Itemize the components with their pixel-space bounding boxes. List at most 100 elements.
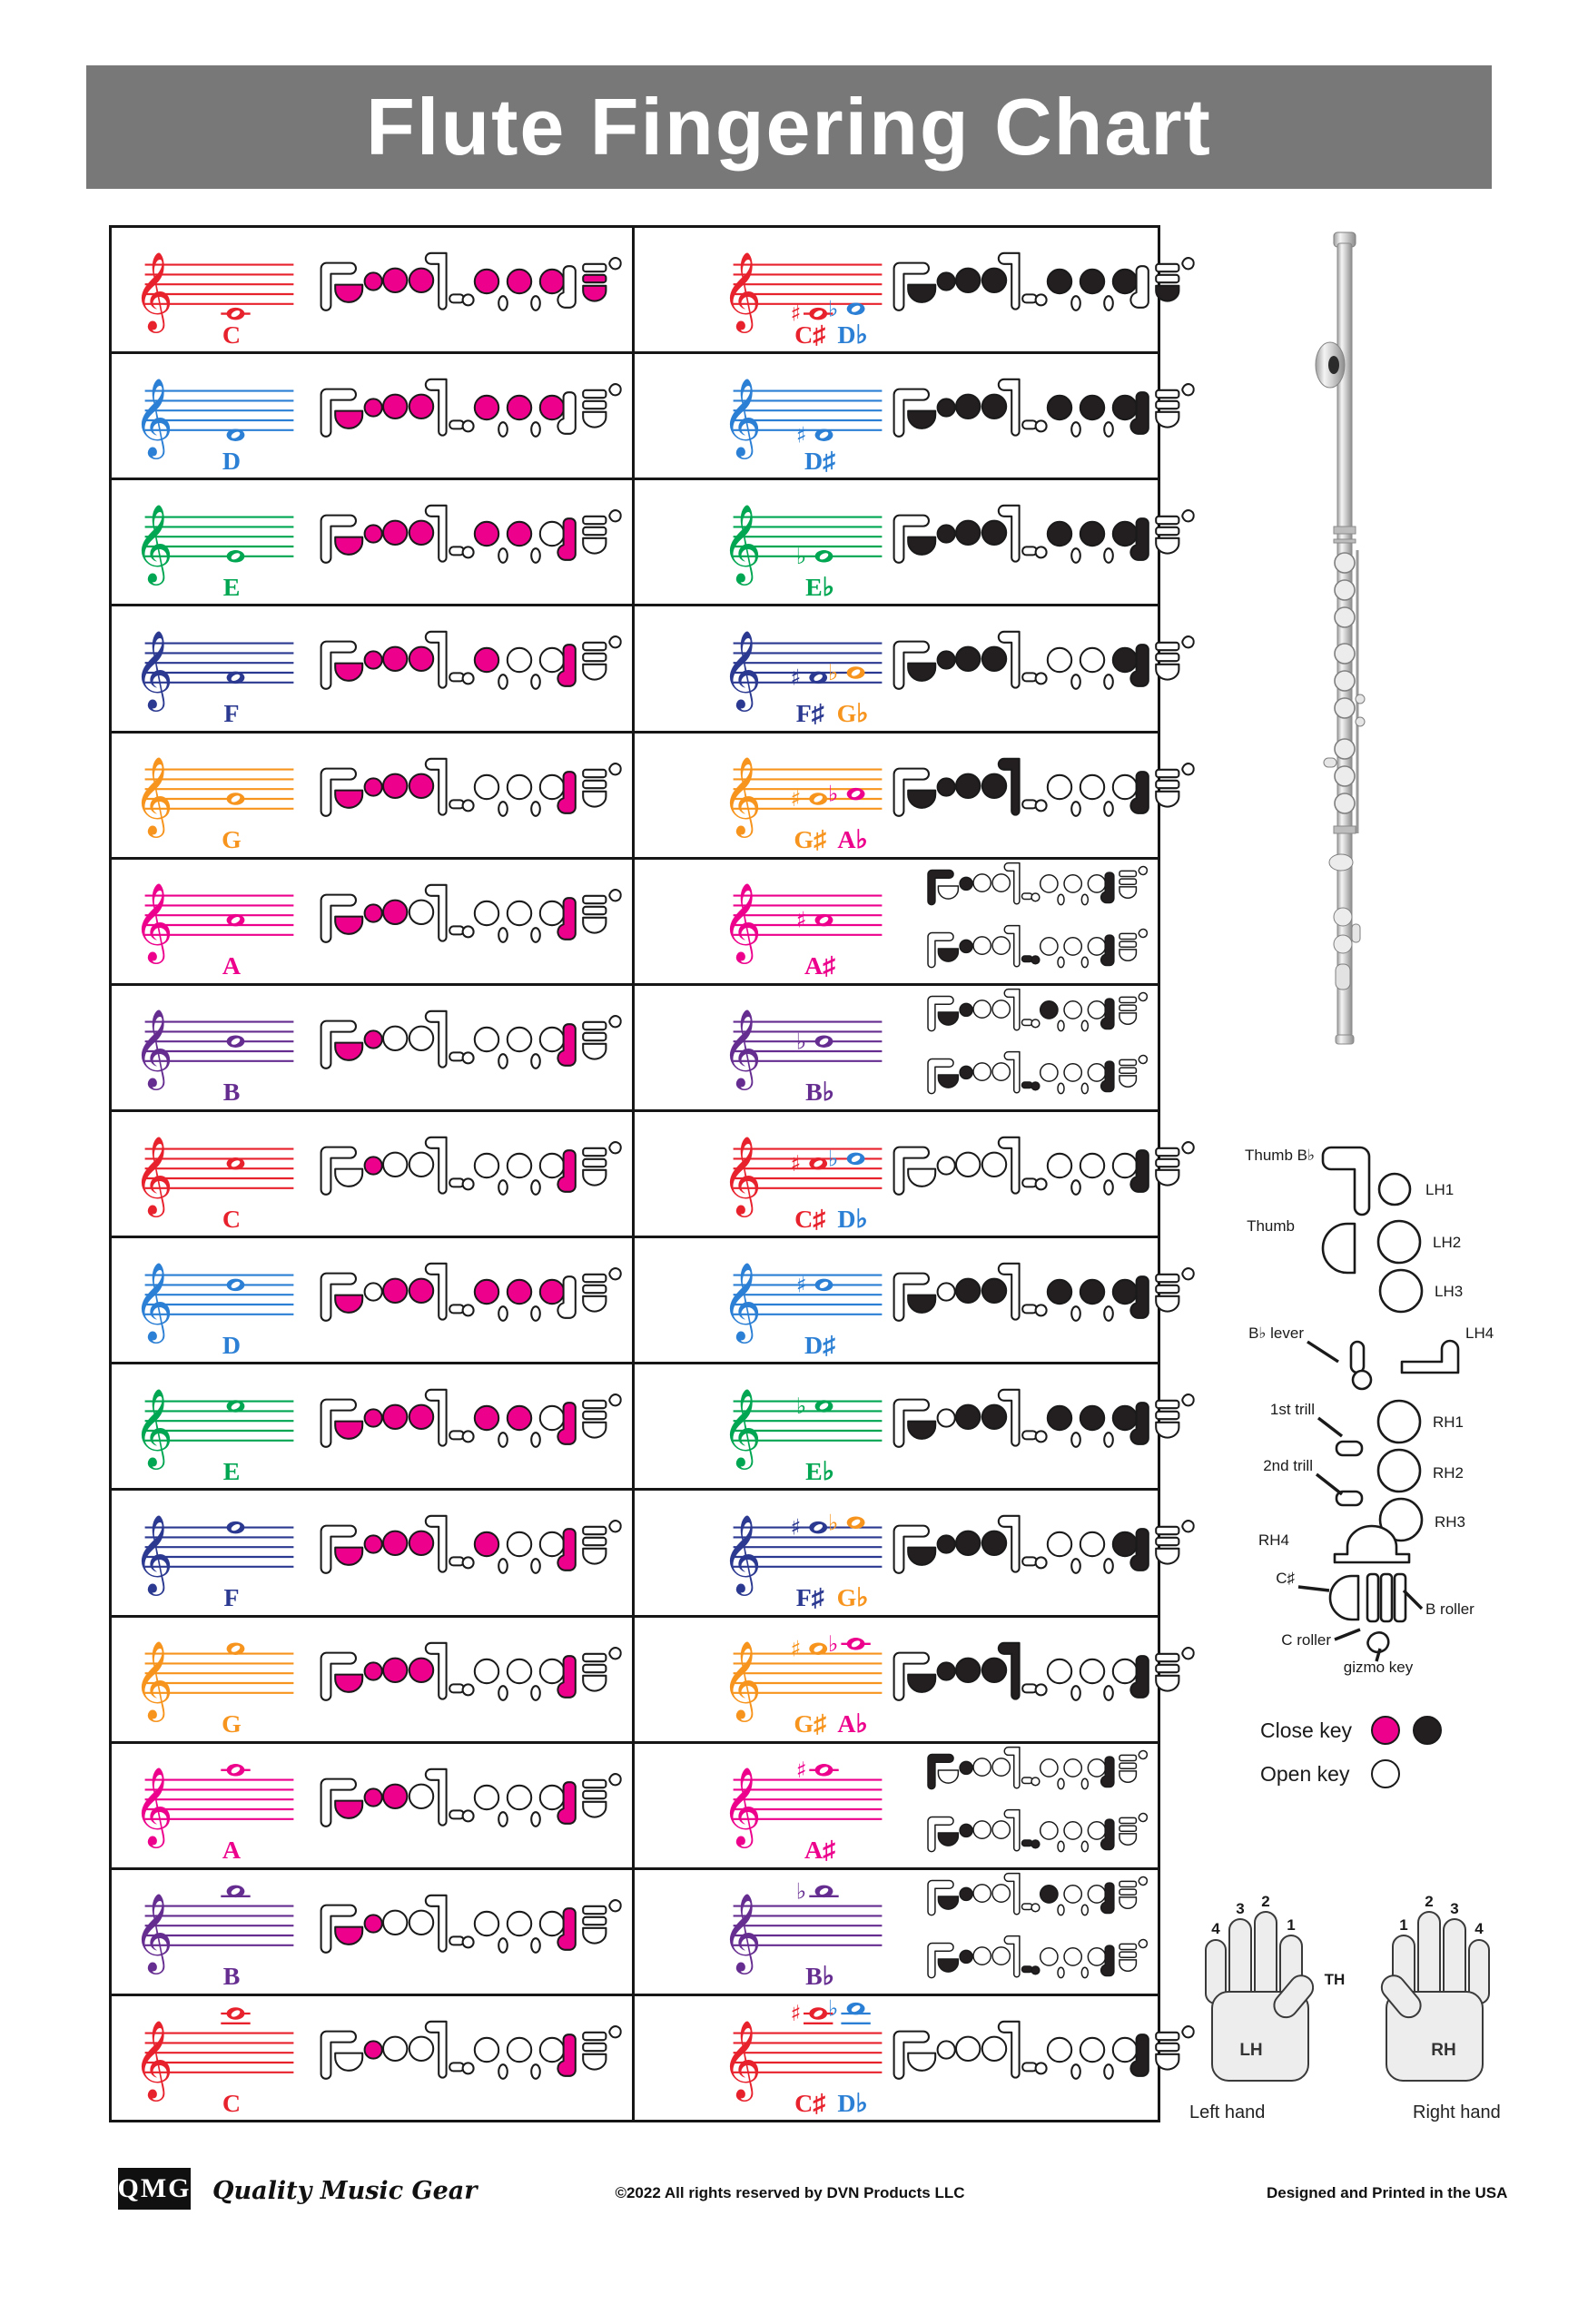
- key-gz: [1181, 383, 1195, 397]
- key-l2: [381, 393, 409, 420]
- key-br: [1119, 1881, 1138, 1888]
- key-r4: [557, 1402, 577, 1446]
- fingering-wrap: [922, 1744, 1149, 1866]
- staff: 𝄞B: [133, 1010, 294, 1107]
- key-gz: [608, 1267, 622, 1281]
- accidental-sharp-icon: ♯: [791, 785, 802, 812]
- guide-rh4-key: [1333, 1524, 1411, 1564]
- fingering-diagram: [320, 2020, 622, 2080]
- staff: 𝄞F: [133, 632, 294, 728]
- note-label: A: [222, 952, 241, 980]
- note-cell-natural-E4: 𝄞 E: [112, 480, 635, 605]
- key-br: [1119, 932, 1138, 940]
- key-l1: [936, 524, 956, 544]
- treble-clef-icon: 𝄞: [133, 1137, 173, 1217]
- key-r1: [1039, 1758, 1059, 1778]
- key-r4: [1129, 2034, 1149, 2077]
- key-l3: [408, 519, 435, 547]
- key-tbb: [320, 388, 358, 438]
- note-label: G♯: [794, 826, 826, 854]
- key-tr2: [1103, 1179, 1114, 1196]
- key-l2: [972, 1062, 992, 1082]
- key-l4: [424, 1641, 448, 1700]
- note-cell-natural-B4: 𝄞 B: [112, 985, 635, 1109]
- key-r1: [473, 521, 500, 547]
- key-tr1: [1070, 674, 1081, 691]
- key-l2: [381, 1657, 409, 1683]
- key-cs: [1155, 1548, 1180, 1566]
- key-r4: [557, 770, 577, 814]
- page-title: Flute Fingering Chart: [366, 82, 1212, 172]
- fingering-diagram: [893, 251, 1195, 311]
- key-tr1: [1070, 547, 1081, 565]
- staff: 𝄞 ♯ ♭C♯ D♭: [722, 252, 883, 350]
- key-tbb: [893, 1398, 931, 1449]
- key-gz: [1181, 2025, 1195, 2039]
- note-cell-accidental-11: 𝄞 ♯ ♭ F♯ G♭: [635, 1491, 1195, 1614]
- key-bl: [449, 1304, 475, 1317]
- treble-clef-icon: 𝄞: [133, 1516, 173, 1597]
- accidental-sharp-icon: ♯: [791, 300, 802, 326]
- key-r2: [1079, 1152, 1106, 1179]
- note-label: D♭: [837, 321, 867, 350]
- note-label: A♯: [804, 1837, 835, 1865]
- key-l4: [997, 1136, 1021, 1195]
- note-row-10: 𝄞 E 𝄞 ♭ E♭: [112, 1362, 1195, 1489]
- key-tr1: [498, 1810, 508, 1827]
- key-l3: [408, 1783, 435, 1809]
- key-bl: [1021, 1839, 1040, 1849]
- key-th: [334, 789, 364, 809]
- treble-clef-icon: 𝄞: [722, 1768, 762, 1849]
- key-l4: [1003, 1935, 1021, 1978]
- staff: 𝄞 ♯ A♯: [722, 884, 883, 980]
- note-row-12: 𝄞 G 𝄞 ♯ ♭ G♯ A♭: [112, 1614, 1195, 1741]
- key-tr2: [530, 295, 541, 311]
- fingering-diagram: [927, 862, 1149, 906]
- key-cs: [582, 1168, 607, 1187]
- key-tr2: [530, 2063, 541, 2080]
- note-cell-natural-C4: 𝄞 C: [112, 228, 635, 352]
- key-tr1: [1070, 800, 1081, 817]
- key-r2: [1063, 874, 1083, 894]
- key-r4: [557, 896, 577, 940]
- fingering-diagram: [320, 631, 622, 691]
- key-r4: [557, 1023, 577, 1067]
- staff: 𝄞C: [133, 252, 294, 350]
- key-tr1: [1057, 1082, 1065, 1095]
- key-r3: [1087, 1885, 1107, 1905]
- key-cr: [1155, 1663, 1180, 1673]
- key-l2: [381, 1403, 409, 1431]
- key-bl: [449, 799, 475, 812]
- staff: 𝄞 ♭ E♭: [722, 1389, 883, 1486]
- key-gz: [608, 1772, 622, 1787]
- fingering-diagram: [320, 251, 622, 311]
- legend-close-row: Close key: [1260, 1716, 1514, 1745]
- key-cr: [1155, 2042, 1180, 2053]
- key-gz: [608, 1015, 622, 1029]
- key-tr2: [1103, 1432, 1114, 1449]
- fingering-diagram: [893, 1262, 1195, 1323]
- key-br: [1155, 642, 1180, 652]
- key-tbb: [893, 1272, 931, 1322]
- note-row-4: 𝄞 F 𝄞 ♯ ♭ F♯ G♭: [112, 604, 1195, 731]
- note-label: A♯: [804, 952, 835, 980]
- key-r3: [1111, 1405, 1139, 1432]
- key-bl: [1021, 892, 1040, 902]
- fingering-wrap: [885, 1639, 1196, 1720]
- key-bl: [449, 1682, 475, 1697]
- key-tr2: [530, 926, 541, 943]
- note-label: B♭: [805, 1963, 834, 1991]
- accidental-sharp-icon: ♯: [791, 1635, 802, 1661]
- key-r2: [506, 1658, 533, 1684]
- key-cs: [1155, 664, 1180, 682]
- key-bl: [449, 672, 475, 685]
- key-l4: [997, 631, 1021, 690]
- key-l1: [959, 876, 973, 891]
- key-l1: [363, 271, 383, 291]
- fingering-wrap: [312, 754, 623, 836]
- key-cr: [1155, 399, 1180, 410]
- key-tr1: [498, 295, 508, 311]
- guide-first-trill-key: [1335, 1440, 1364, 1457]
- note-label: D♭: [837, 2090, 867, 2118]
- key-tr1: [1070, 1432, 1081, 1449]
